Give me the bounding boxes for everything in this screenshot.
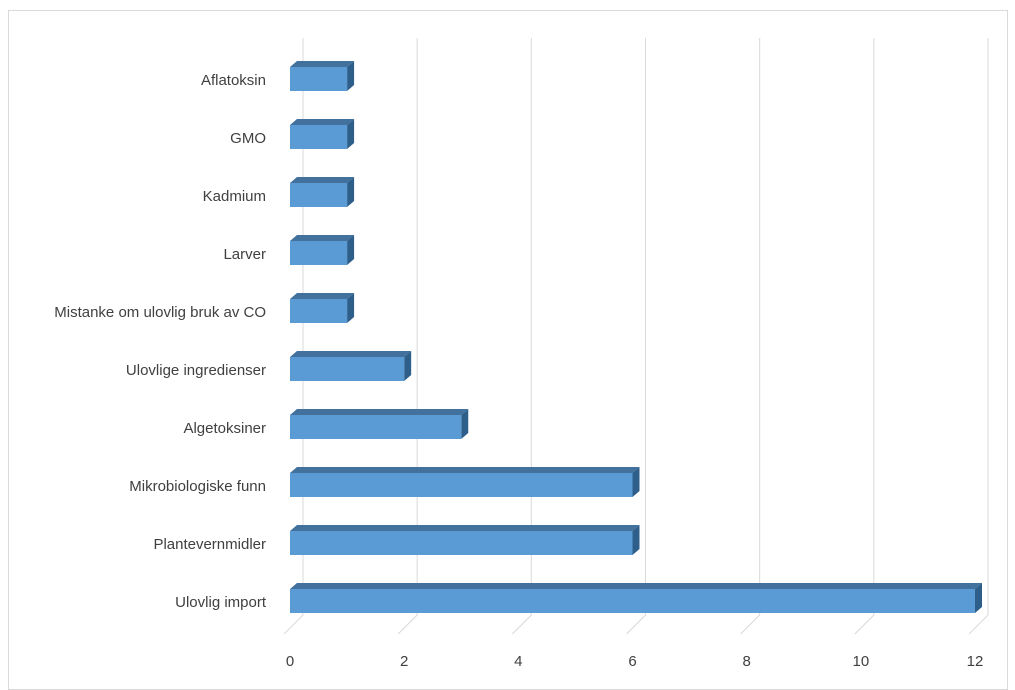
- category-label: Algetoksiner: [183, 420, 266, 437]
- bar-top-face: [290, 351, 412, 357]
- bar-side-face: [632, 467, 640, 497]
- bar-side-face: [347, 293, 355, 323]
- category-label: GMO: [230, 130, 266, 147]
- x-tick-label: 6: [628, 653, 636, 670]
- bar-front-face: [290, 531, 633, 555]
- bar: [290, 235, 355, 265]
- bar-top-face: [290, 409, 469, 415]
- x-tick-label: 10: [852, 653, 869, 670]
- floor-gridline: [397, 614, 418, 635]
- bar: [290, 525, 640, 555]
- bar-front-face: [290, 357, 405, 381]
- category-label: Ulovlig import: [175, 594, 267, 611]
- bar: [290, 177, 355, 207]
- category-label: Plantevernmidler: [153, 536, 266, 553]
- bar-top-face: [290, 235, 355, 241]
- floor-gridline: [968, 614, 989, 635]
- bar-side-face: [347, 177, 355, 207]
- bar-side-face: [632, 525, 640, 555]
- floor-gridline: [626, 614, 646, 635]
- category-label: Ulovlige ingredienser: [126, 362, 266, 379]
- bar-top-face: [290, 467, 640, 473]
- bar: [290, 119, 355, 149]
- bar-front-face: [290, 473, 633, 497]
- bar-front-face: [290, 67, 348, 91]
- bar-side-face: [461, 409, 469, 439]
- category-label: Mistanke om ulovlig bruk av CO: [54, 304, 266, 321]
- floor-gridline: [283, 614, 304, 635]
- floor-gridline: [511, 614, 532, 635]
- bar-front-face: [290, 299, 348, 323]
- bar-top-face: [290, 119, 355, 125]
- category-labels: Aflatoksin GMO Kadmium Larver Mistanke om ul…: [54, 72, 267, 611]
- x-tick-label: 12: [967, 653, 984, 670]
- bar-top-face: [290, 177, 355, 183]
- bar-side-face: [347, 235, 355, 265]
- bar-front-face: [290, 589, 975, 613]
- bar-front-face: [290, 125, 348, 149]
- x-axis-tick-labels: 0 2 4 6 8 10 12: [286, 653, 984, 670]
- category-label: Larver: [223, 246, 266, 263]
- bar-top-face: [290, 583, 982, 589]
- bar-side-face: [347, 61, 355, 91]
- bar: [290, 583, 982, 613]
- floor-gridline: [854, 614, 875, 635]
- bar-front-face: [290, 415, 462, 439]
- bar: [290, 61, 355, 91]
- category-label: Aflatoksin: [201, 72, 266, 89]
- bar-side-face: [404, 351, 412, 381]
- x-tick-label: 0: [286, 653, 294, 670]
- x-tick-label: 8: [742, 653, 750, 670]
- bar-top-face: [290, 525, 640, 531]
- bar: [290, 467, 640, 497]
- category-label: Mikrobiologiske funn: [129, 478, 266, 495]
- bar: [290, 351, 412, 381]
- chart-frame: [8, 10, 1008, 690]
- bar-side-face: [347, 119, 355, 149]
- floor-gridline: [740, 614, 761, 635]
- bar-top-face: [290, 293, 355, 299]
- bar-top-face: [290, 61, 355, 67]
- bars: [290, 61, 982, 613]
- bar: [290, 293, 355, 323]
- bar-front-face: [290, 183, 348, 207]
- bar-side-face: [975, 583, 982, 613]
- bar: [290, 409, 469, 439]
- x-tick-label: 4: [514, 653, 522, 670]
- bar-front-face: [290, 241, 348, 265]
- x-tick-label: 2: [400, 653, 408, 670]
- category-label: Kadmium: [203, 188, 266, 205]
